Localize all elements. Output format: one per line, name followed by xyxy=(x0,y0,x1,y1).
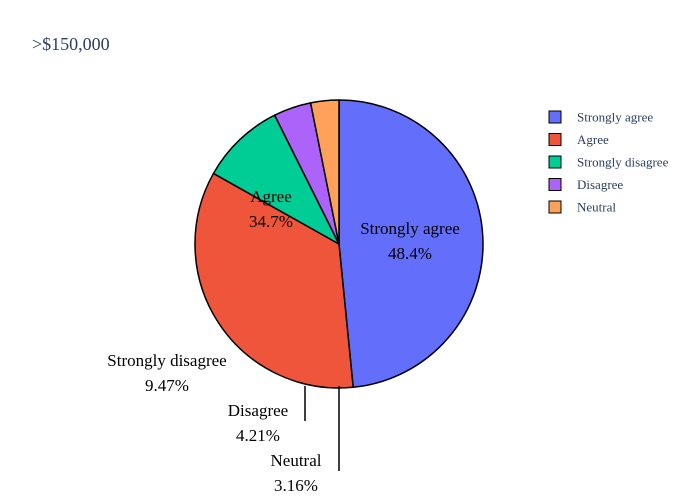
legend-label: Agree xyxy=(577,132,609,147)
legend-swatch xyxy=(548,178,562,191)
pie-slice-agree[interactable] xyxy=(194,172,354,389)
legend-label: Strongly agree xyxy=(577,110,653,125)
pie-slice-strongly-disagree[interactable] xyxy=(212,114,340,245)
legend-label: Neutral xyxy=(577,200,616,215)
pie-slice-strongly-agree[interactable] xyxy=(338,99,484,389)
slice-labels: Strongly agree 48.4% Agree 34.7% Strongly di… xyxy=(107,187,460,495)
slice-label-strongly-disagree: Strongly disagree 9.47% xyxy=(107,351,226,395)
slice-label-name: Strongly agree xyxy=(360,219,460,238)
pie-slices xyxy=(194,99,484,389)
legend-swatch xyxy=(548,133,562,146)
legend[interactable]: Strongly agree Agree Strongly disagree Disa… xyxy=(548,110,669,215)
slice-label-disagree: Disagree 4.21% xyxy=(228,401,288,445)
slice-label-strongly-agree: Strongly agree 48.4% xyxy=(360,219,460,263)
slice-label-percent: 9.47% xyxy=(145,376,189,395)
legend-swatch xyxy=(548,200,562,214)
legend-item-disagree[interactable]: Disagree xyxy=(548,177,623,192)
pie-slice-neutral[interactable] xyxy=(309,99,340,245)
legend-item-neutral[interactable]: Neutral xyxy=(548,200,616,215)
legend-label: Disagree xyxy=(577,177,623,192)
leader-lines xyxy=(304,386,340,471)
slice-label-neutral: Neutral 3.16% xyxy=(271,451,322,495)
slice-label-percent: 48.4% xyxy=(388,244,432,263)
slice-label-name: Disagree xyxy=(228,401,288,420)
slice-label-name: Neutral xyxy=(271,451,322,470)
legend-item-agree[interactable]: Agree xyxy=(548,132,609,147)
slice-label-name: Agree xyxy=(250,187,292,206)
legend-swatch xyxy=(548,155,562,169)
slice-label-percent: 34.7% xyxy=(249,212,293,231)
slice-label-percent: 4.21% xyxy=(236,426,280,445)
legend-label: Strongly disagree xyxy=(577,155,669,170)
legend-item-strongly-agree[interactable]: Strongly agree xyxy=(548,110,653,125)
slice-label-agree: Agree 34.7% xyxy=(249,187,293,231)
chart-title: >$150,000 xyxy=(32,34,110,54)
slice-label-percent: 3.16% xyxy=(274,476,318,495)
slice-label-name: Strongly disagree xyxy=(107,351,226,370)
legend-item-strongly-disagree[interactable]: Strongly disagree xyxy=(548,155,669,170)
legend-swatch xyxy=(548,110,562,124)
